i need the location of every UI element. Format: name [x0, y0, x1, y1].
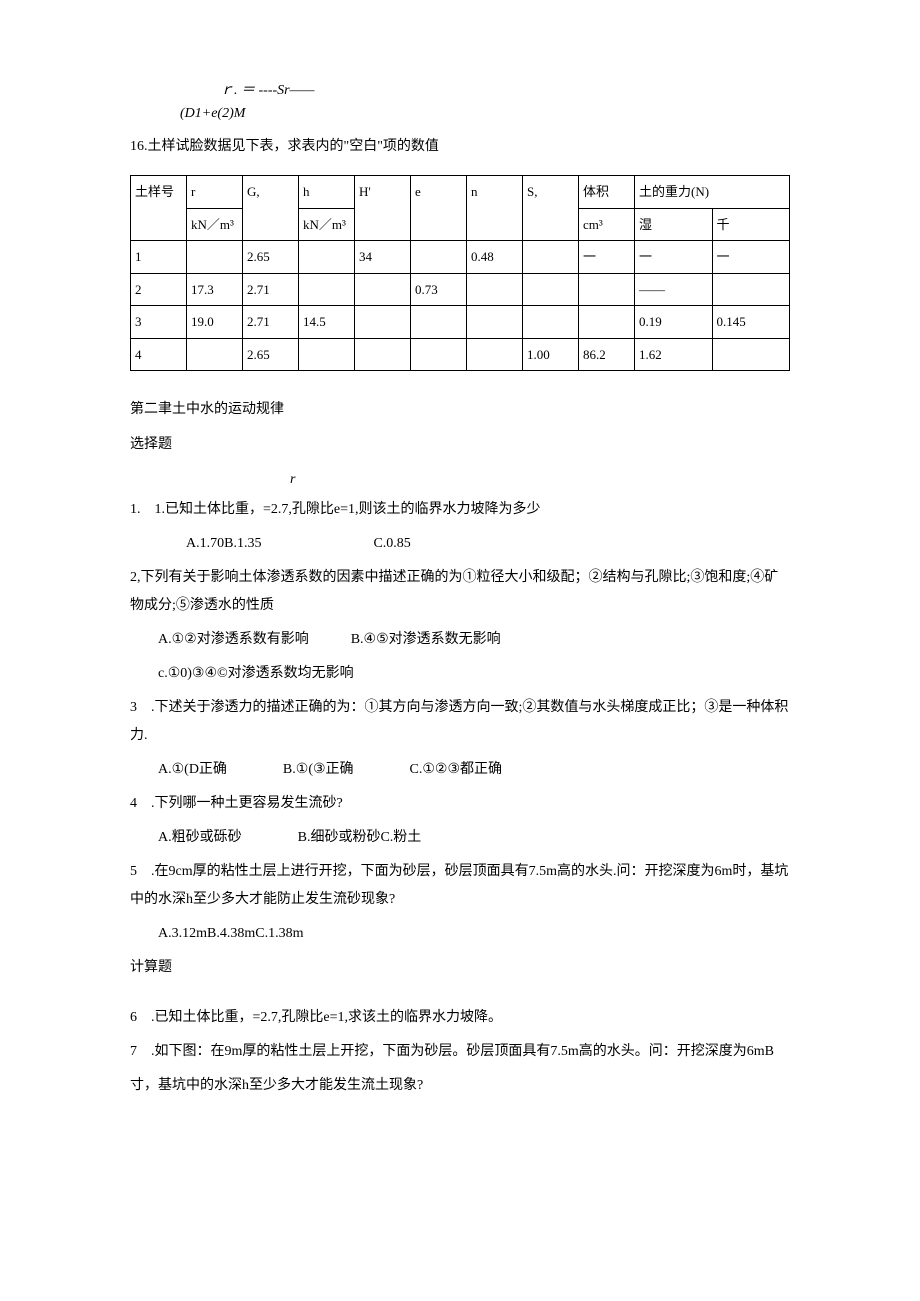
q1-options: A.1.70B.1.35 C.0.85 [130, 530, 790, 558]
cell [187, 338, 243, 371]
cell: 0.48 [467, 241, 523, 274]
cell: 0.73 [411, 273, 467, 306]
formula-line-1: ｒ. ＝ ----Sr—— [220, 80, 790, 101]
symbol-r: r [290, 469, 790, 490]
cell [355, 273, 411, 306]
cell: 0.145 [712, 306, 790, 339]
cell: 3 [131, 306, 187, 339]
q1-text: 1. 1.已知土体比重，=2.7,孔隙比e=1,则该土的临界水力坡降为多少 [130, 496, 790, 524]
q6-text: 6 .已知土体比重，=2.7,孔隙比e=1,求该土的临界水力坡降。 [130, 1004, 790, 1032]
q7-line2: 寸，基坑中的水深h至少多大才能发生流土现象? [130, 1072, 790, 1100]
unit-vol: cm³ [579, 208, 635, 241]
cell: —— [635, 273, 713, 306]
th-hp: H' [355, 176, 411, 241]
select-title: 选择题 [130, 434, 790, 455]
th-g: G, [243, 176, 299, 241]
q2-option-c: c.①0)③④©对渗透系数均无影响 [130, 660, 790, 688]
th-n: n [467, 176, 523, 241]
q4-options: A.粗砂或砾砂 B.细砂或粉砂C.粉土 [130, 824, 790, 852]
cell [712, 273, 790, 306]
cell: 1.62 [635, 338, 713, 371]
cell: 2.65 [243, 338, 299, 371]
cell [523, 241, 579, 274]
cell: 17.3 [187, 273, 243, 306]
cell [411, 241, 467, 274]
th-r: r [187, 176, 243, 209]
cell [467, 306, 523, 339]
q2-text: 2,下列有关于影响土体渗透系数的因素中描述正确的为①粒径大小和级配；②结构与孔隙… [130, 564, 790, 620]
cell: 2.71 [243, 273, 299, 306]
cell [355, 306, 411, 339]
table-header-row: 土样号 r G, h H' e n S, 体积 土的重力(N) [131, 176, 790, 209]
soil-data-table: 土样号 r G, h H' e n S, 体积 土的重力(N) kN／m³ kN… [130, 175, 790, 371]
cell: 一 [635, 241, 713, 274]
cell: 1.00 [523, 338, 579, 371]
th-s: S, [523, 176, 579, 241]
unit-dry: 千 [712, 208, 790, 241]
cell [299, 273, 355, 306]
table-row: 1 2.65 34 0.48 一 一 一 [131, 241, 790, 274]
question-16-prompt: 16.土样试脸数据见下表，求表内的"空白"项的数值 [130, 136, 790, 157]
cell: 0.19 [635, 306, 713, 339]
table-row: 2 17.3 2.71 0.73 —— [131, 273, 790, 306]
cell: 14.5 [299, 306, 355, 339]
unit-wet: 湿 [635, 208, 713, 241]
th-e: e [411, 176, 467, 241]
unit-r: kN／m³ [187, 208, 243, 241]
th-vol: 体积 [579, 176, 635, 209]
q3-text: 3 .下述关于渗透力的描述正确的为：①其方向与渗透方向一致;②其数值与水头梯度成… [130, 694, 790, 750]
cell [467, 338, 523, 371]
cell: 4 [131, 338, 187, 371]
cell: 86.2 [579, 338, 635, 371]
th-sample: 土样号 [131, 176, 187, 241]
cell [712, 338, 790, 371]
cell [523, 306, 579, 339]
cell: 34 [355, 241, 411, 274]
th-weight: 土的重力(N) [635, 176, 790, 209]
q2-option-a: A.①②对渗透系数有影响 B.④⑤对渗透系数无影响 [130, 626, 790, 654]
cell: 一 [712, 241, 790, 274]
cell [355, 338, 411, 371]
cell [411, 306, 467, 339]
cell: 1 [131, 241, 187, 274]
q4-text: 4 .下列哪一种土更容易发生流砂? [130, 790, 790, 818]
q5-text: 5 .在9cm厚的粘性土层上进行开挖，下面为砂层，砂层顶面具有7.5m高的水头.… [130, 858, 790, 914]
cell [411, 338, 467, 371]
cell [579, 273, 635, 306]
unit-h: kN／m³ [299, 208, 355, 241]
cell: 一 [579, 241, 635, 274]
cell [579, 306, 635, 339]
formula-line-2: (D1+e(2)M [180, 103, 790, 124]
cell: 2 [131, 273, 187, 306]
calc-title: 计算题 [130, 954, 790, 982]
cell: 19.0 [187, 306, 243, 339]
table-row: 3 19.0 2.71 14.5 0.19 0.145 [131, 306, 790, 339]
cell: 2.71 [243, 306, 299, 339]
q7-line1: 7 .如下图：在9m厚的粘性土层上开挖，下面为砂层。砂层顶面具有7.5m高的水头… [130, 1038, 790, 1066]
q5-options: A.3.12mB.4.38mC.1.38m [130, 920, 790, 948]
cell [467, 273, 523, 306]
chapter-title: 第二聿土中水的运动规律 [130, 399, 790, 420]
cell: 2.65 [243, 241, 299, 274]
cell [299, 241, 355, 274]
th-h: h [299, 176, 355, 209]
cell [299, 338, 355, 371]
q3-options: A.①(D正确 B.①(③正确 C.①②③都正确 [130, 756, 790, 784]
table-row: 4 2.65 1.00 86.2 1.62 [131, 338, 790, 371]
cell [187, 241, 243, 274]
cell [523, 273, 579, 306]
